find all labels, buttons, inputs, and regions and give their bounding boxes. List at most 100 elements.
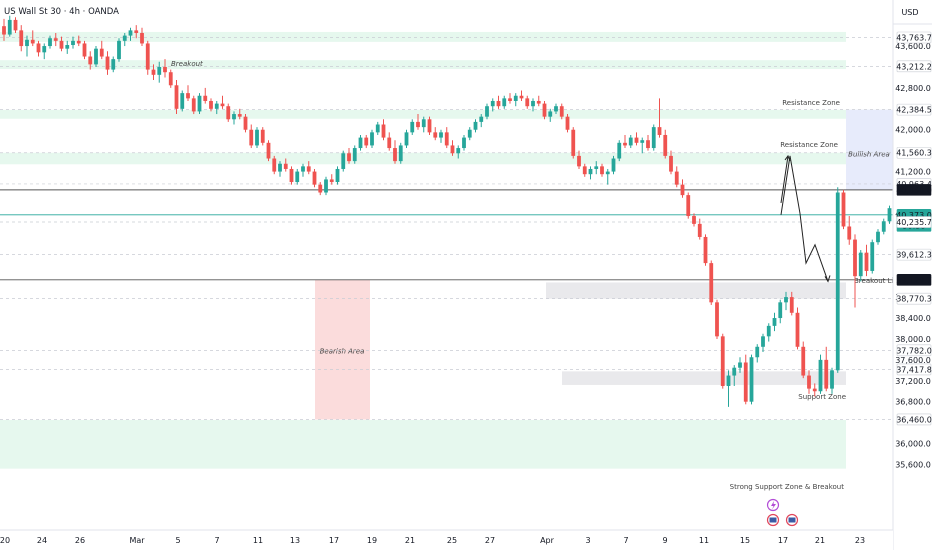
currency-label[interactable]: USD xyxy=(901,8,918,17)
zone-37417-label: Support Zone xyxy=(798,393,846,401)
candle-body xyxy=(65,45,70,49)
price-label[interactable] xyxy=(896,413,932,426)
projection-arrowhead xyxy=(824,275,831,283)
candle-body xyxy=(111,59,116,70)
candle-body xyxy=(347,153,351,162)
candle-body xyxy=(295,171,300,183)
candle-body xyxy=(772,318,777,326)
price-label-text: 42,384.5 xyxy=(896,106,932,115)
price-label-text: 38,770.3 xyxy=(896,295,932,304)
price-label-text: 41,560.3 xyxy=(896,149,932,158)
projection-up-arrowhead xyxy=(784,154,791,162)
projection-line xyxy=(780,155,829,282)
zone-43763 xyxy=(0,31,846,42)
price-label[interactable] xyxy=(896,184,932,196)
zone-41560 xyxy=(0,152,846,165)
candle-body xyxy=(795,312,800,347)
candle-body xyxy=(306,166,311,172)
time-tick: 3 xyxy=(585,536,590,545)
candle-body xyxy=(433,132,438,138)
candle-body xyxy=(180,93,185,109)
price-tick: 38,400.0 xyxy=(895,314,931,323)
price-tick: 41,200.0 xyxy=(895,168,931,177)
price-tick: 42,800.0 xyxy=(895,84,931,93)
candle-body xyxy=(697,223,702,237)
zone-37417 xyxy=(562,371,846,385)
candle-body xyxy=(324,179,328,193)
time-tick: 17 xyxy=(778,536,788,545)
bullish-area-label: Bullish Area xyxy=(848,151,890,159)
candle-body xyxy=(134,30,139,33)
candle-body xyxy=(651,127,656,149)
time-tick: 15 xyxy=(740,536,750,545)
candle-body xyxy=(789,297,794,313)
candle-body xyxy=(881,221,886,232)
zone-43212-label: Breakout xyxy=(171,60,203,68)
candle-body xyxy=(444,132,449,146)
bearish-area xyxy=(315,279,370,420)
price-axis[interactable]: 43,600.042,800.042,000.041,200.040,400.0… xyxy=(895,31,932,469)
candle-body xyxy=(801,346,806,376)
time-tick: 25 xyxy=(447,536,457,545)
time-tick: 21 xyxy=(405,536,415,545)
candle-body xyxy=(53,38,58,41)
candle-body xyxy=(536,100,541,104)
candle-body xyxy=(663,134,668,156)
candle-body xyxy=(105,56,110,70)
event-icons[interactable] xyxy=(766,498,799,527)
candle-body xyxy=(237,114,242,117)
candle-body xyxy=(99,48,104,57)
time-axis[interactable]: 20 24 26 Mar 5 7 11 13 17 19 21 25 27 Apr 3 7 9 11 15 17 21 2… xyxy=(0,536,865,545)
zone-42384-label: Resistance Zone xyxy=(782,99,840,107)
candle-body xyxy=(726,375,731,387)
candle-body xyxy=(720,336,725,387)
candle-body xyxy=(312,171,317,185)
candle-body xyxy=(174,85,179,109)
price-label[interactable] xyxy=(896,216,932,228)
candle-body xyxy=(513,95,518,101)
grid-layer xyxy=(0,37,893,420)
price-label[interactable] xyxy=(896,274,932,286)
time-tick: 11 xyxy=(253,536,263,545)
candle-body xyxy=(19,30,24,47)
time-axis-panel[interactable] xyxy=(0,530,893,550)
price-label[interactable] xyxy=(896,31,932,44)
price-label[interactable] xyxy=(896,344,932,357)
candle-body xyxy=(289,168,294,183)
candle-body xyxy=(559,106,564,117)
candle-body xyxy=(88,56,93,65)
candle-body xyxy=(577,155,581,167)
candle-body xyxy=(858,252,863,277)
time-tick: 5 xyxy=(175,536,180,545)
candle-body xyxy=(416,121,420,128)
candle-body xyxy=(525,98,530,107)
price-label[interactable] xyxy=(896,248,932,261)
candle-body xyxy=(358,137,363,149)
price-label[interactable] xyxy=(896,60,932,73)
time-tick: 7 xyxy=(623,536,628,545)
candle-body xyxy=(749,357,754,402)
candle-body xyxy=(686,195,691,217)
price-label[interactable] xyxy=(896,363,932,376)
price-tick: 36,800.0 xyxy=(895,398,931,407)
candle-body xyxy=(519,95,524,99)
bearish-area-label: Bearish Area xyxy=(320,348,365,356)
candle-body xyxy=(680,184,685,196)
candle-body xyxy=(594,166,599,169)
candle-body xyxy=(732,367,737,376)
candle-body xyxy=(485,106,489,117)
candle-body xyxy=(7,19,12,35)
price-label-text: 43,212.2 xyxy=(896,62,932,71)
price-tick: 37,600.0 xyxy=(895,356,931,365)
price-label[interactable] xyxy=(896,146,932,159)
candle-body xyxy=(404,132,409,146)
price-label-text: 39,612.3 xyxy=(896,251,932,260)
price-label[interactable] xyxy=(896,292,932,305)
flag-glyph xyxy=(769,517,777,523)
candle-body xyxy=(571,129,576,156)
price-tick: 35,600.0 xyxy=(895,460,931,469)
candle-body xyxy=(628,137,633,146)
price-label[interactable] xyxy=(896,103,932,116)
zone-43212 xyxy=(0,60,846,70)
